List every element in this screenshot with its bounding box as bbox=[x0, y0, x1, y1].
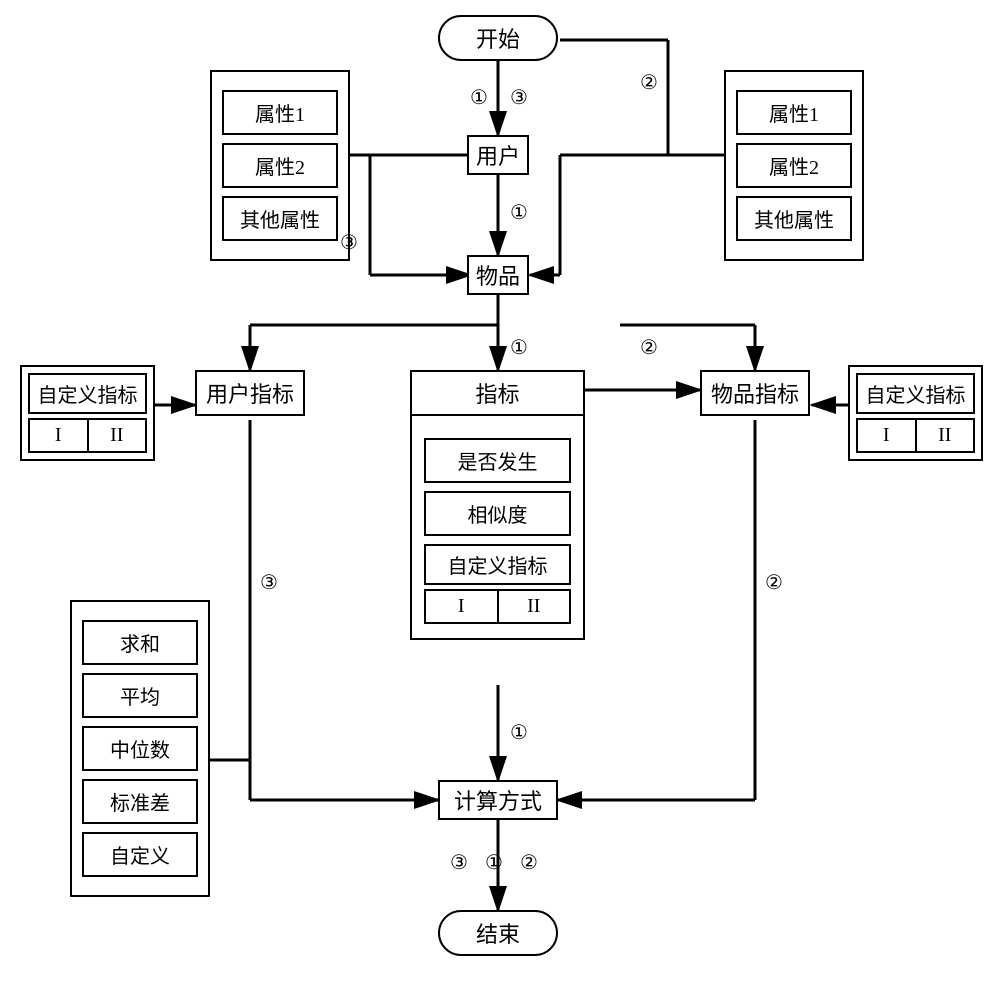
lbl-2c: ② bbox=[640, 335, 658, 360]
item-metric-node: 物品指标 bbox=[700, 370, 810, 416]
metric-panel: 指标 是否发生 相似度 自定义指标 I II bbox=[410, 370, 585, 640]
user-label: 用户 bbox=[476, 139, 520, 171]
metric-custom-title: 自定义指标 bbox=[424, 544, 571, 585]
op-std: 标准差 bbox=[82, 779, 198, 824]
custom-right-II: II bbox=[917, 420, 974, 451]
metric-I: I bbox=[426, 591, 499, 622]
lbl-3c: ③ bbox=[260, 570, 278, 595]
custom-left-II: II bbox=[89, 420, 146, 451]
user-node: 用户 bbox=[467, 135, 529, 175]
start-label: 开始 bbox=[476, 22, 520, 54]
attr-right-2: 属性2 bbox=[736, 143, 852, 188]
metric-similarity: 相似度 bbox=[424, 491, 571, 536]
user-metric-label: 用户指标 bbox=[206, 377, 294, 409]
attr-left-2: 属性2 bbox=[222, 143, 338, 188]
custom-left-pair: I II bbox=[28, 418, 147, 453]
calc-ops-panel: 求和 平均 中位数 标准差 自定义 bbox=[70, 600, 210, 897]
metric-title-label: 指标 bbox=[475, 377, 519, 409]
lbl-1d: ① bbox=[510, 720, 528, 745]
custom-right-pair: I II bbox=[856, 418, 975, 453]
metric-II: II bbox=[499, 591, 570, 622]
metric-happens: 是否发生 bbox=[424, 438, 571, 483]
op-median: 中位数 bbox=[82, 726, 198, 771]
op-avg: 平均 bbox=[82, 673, 198, 718]
lbl-3a: ③ bbox=[510, 85, 528, 110]
lbl-2d: ② bbox=[765, 570, 783, 595]
metric-custom-pair: I II bbox=[424, 589, 571, 624]
end-terminal: 结束 bbox=[438, 910, 558, 956]
custom-left-I: I bbox=[30, 420, 89, 451]
op-sum: 求和 bbox=[82, 620, 198, 665]
lbl-1e: ① bbox=[485, 850, 503, 875]
metric-title: 指标 bbox=[412, 372, 583, 416]
lbl-3e: ③ bbox=[450, 850, 468, 875]
attr-panel-right: 属性1 属性2 其他属性 bbox=[724, 70, 864, 261]
lbl-2e: ② bbox=[520, 850, 538, 875]
attr-left-1: 属性1 bbox=[222, 90, 338, 135]
custom-right-title: 自定义指标 bbox=[856, 373, 975, 414]
attr-right-1: 属性1 bbox=[736, 90, 852, 135]
lbl-3b: ③ bbox=[340, 230, 358, 255]
item-label: 物品 bbox=[476, 259, 520, 291]
custom-right-I: I bbox=[858, 420, 917, 451]
op-custom: 自定义 bbox=[82, 832, 198, 877]
lbl-1a: ① bbox=[470, 85, 488, 110]
lbl-1c: ① bbox=[510, 335, 528, 360]
item-metric-label: 物品指标 bbox=[711, 377, 799, 409]
item-node: 物品 bbox=[467, 255, 529, 295]
calc-label: 计算方式 bbox=[454, 784, 542, 816]
attr-left-other: 其他属性 bbox=[222, 196, 338, 241]
lbl-1b: ① bbox=[510, 200, 528, 225]
lbl-2a: ② bbox=[640, 70, 658, 95]
attr-right-other: 其他属性 bbox=[736, 196, 852, 241]
calc-node: 计算方式 bbox=[438, 780, 558, 820]
custom-metric-left: 自定义指标 I II bbox=[20, 365, 155, 461]
start-terminal: 开始 bbox=[438, 15, 558, 61]
attr-panel-left: 属性1 属性2 其他属性 bbox=[210, 70, 350, 261]
custom-left-title: 自定义指标 bbox=[28, 373, 147, 414]
end-label: 结束 bbox=[476, 917, 520, 949]
user-metric-node: 用户指标 bbox=[195, 370, 305, 416]
custom-metric-right: 自定义指标 I II bbox=[848, 365, 983, 461]
